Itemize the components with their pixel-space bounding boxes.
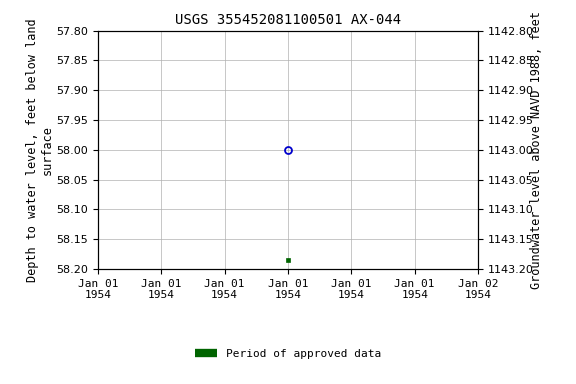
Title: USGS 355452081100501 AX-044: USGS 355452081100501 AX-044 xyxy=(175,13,401,27)
Legend: Period of approved data: Period of approved data xyxy=(191,344,385,363)
Y-axis label: Groundwater level above NAVD 1988, feet: Groundwater level above NAVD 1988, feet xyxy=(530,11,543,289)
Y-axis label: Depth to water level, feet below land
surface: Depth to water level, feet below land su… xyxy=(25,18,54,281)
